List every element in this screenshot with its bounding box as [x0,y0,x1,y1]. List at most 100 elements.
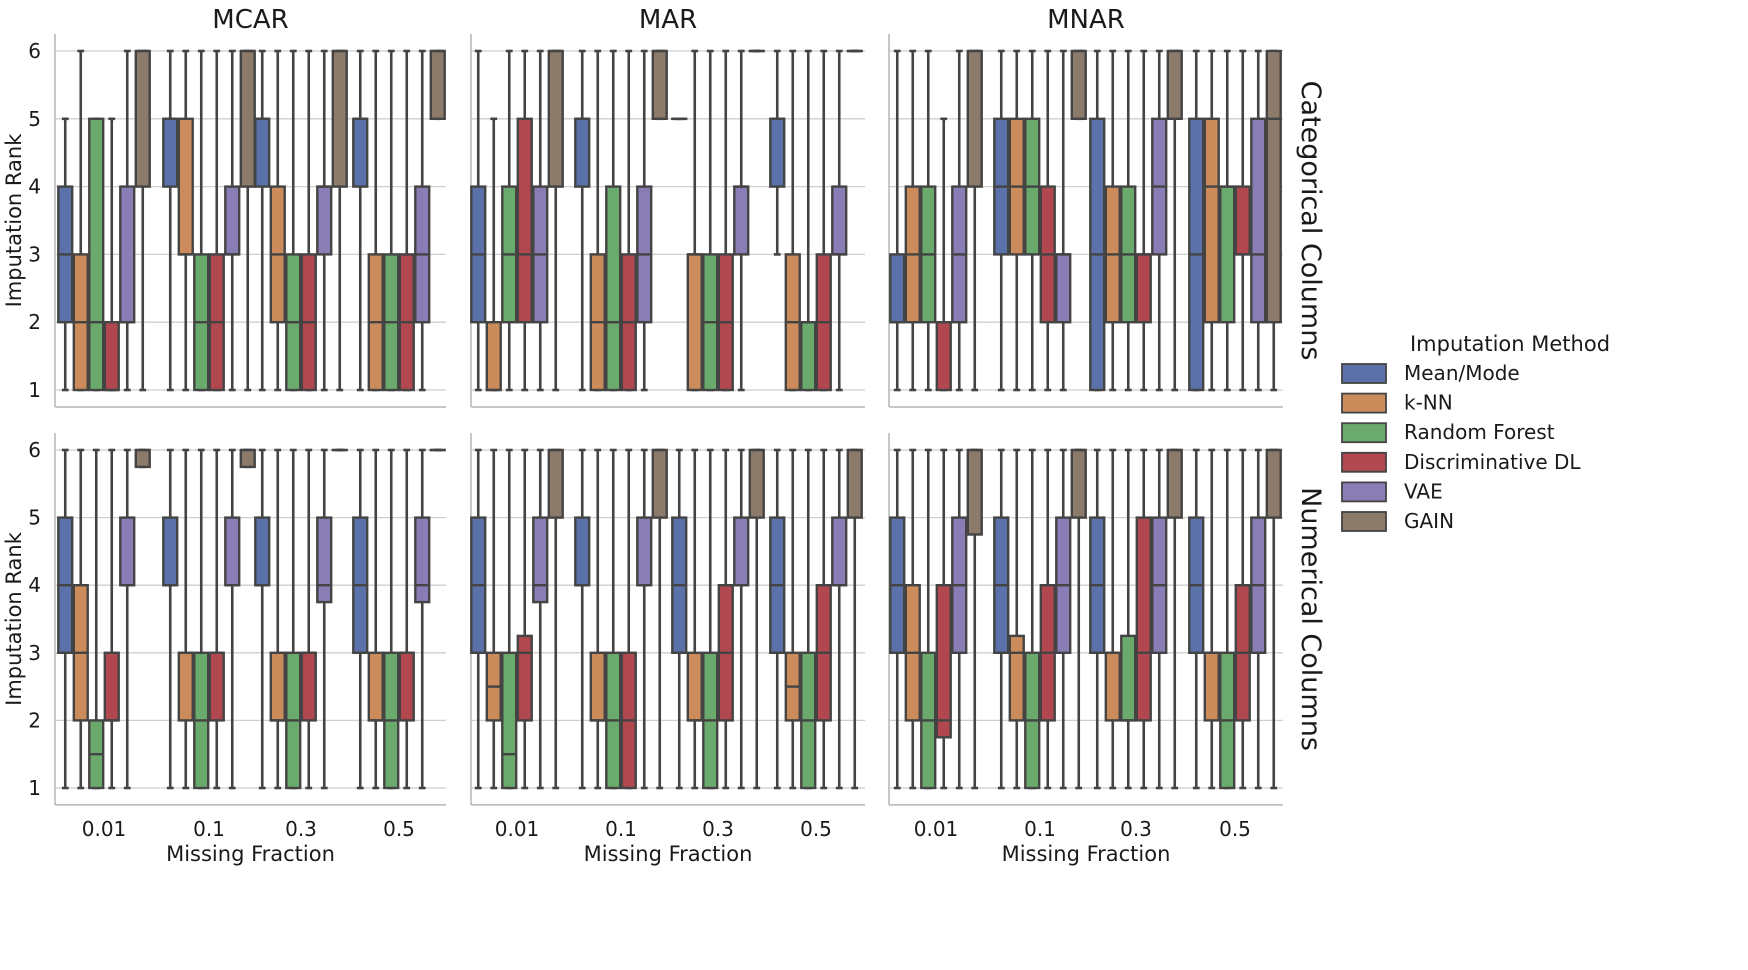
box-k-nn-mcar-categorical-columns-0.1 [179,51,193,390]
box-vae-mar-numerical-columns-0.3 [734,450,748,788]
box-k-nn-mcar-numerical-columns-0.3 [271,450,285,788]
box-mean-mode-mar-categorical-columns-0.1 [575,51,589,390]
x-tick-label: 0.5 [800,817,832,841]
box-random-forest-mnar-categorical-columns-0.3 [1121,51,1135,390]
box-gain-mnar-categorical-columns-0.1 [1072,51,1086,119]
box-body [271,653,285,721]
box-random-forest-mcar-numerical-columns-0.5 [384,450,398,788]
x-tick-label: 0.1 [193,817,225,841]
box-body [734,187,748,255]
box-mean-mode-mar-categorical-columns-0.5 [770,51,784,254]
box-body [575,518,589,586]
y-tick-label: 2 [28,310,41,334]
box-vae-mar-categorical-columns-0.1 [637,51,651,390]
box-mean-mode-mnar-numerical-columns-0.3 [1090,450,1104,788]
box-body [179,653,193,721]
box-body [353,119,367,187]
box-mean-mode-mcar-numerical-columns-0.1 [163,450,177,788]
box-random-forest-mar-numerical-columns-0.1 [606,450,620,788]
box-vae-mnar-numerical-columns-0.5 [1251,450,1265,788]
box-body [968,450,982,535]
box-vae-mcar-numerical-columns-0.1 [225,450,239,788]
box-discriminative-dl-mnar-categorical-columns-0.3 [1137,51,1151,390]
box-k-nn-mnar-numerical-columns-0.1 [1010,450,1024,788]
box-gain-mnar-numerical-columns-0.3 [1168,450,1182,788]
box-k-nn-mcar-categorical-columns-0.01 [74,51,88,390]
box-body [832,187,846,255]
box-gain-mnar-categorical-columns-0.5 [1267,51,1281,390]
box-body [120,518,134,586]
legend-swatch-discriminative-dl [1342,453,1386,472]
box-k-nn-mar-numerical-columns-0.5 [786,450,800,788]
y-tick-label: 1 [28,776,41,800]
box-random-forest-mnar-categorical-columns-0.1 [1025,51,1039,390]
panel-title-mcar: MCAR [212,5,288,35]
box-gain-mnar-categorical-columns-0.01 [968,51,982,390]
legend-swatch-vae [1342,482,1386,501]
box-mean-mode-mar-numerical-columns-0.3 [672,450,686,788]
row-title-categorical-columns: Categorical Columns [1295,81,1326,361]
box-vae-mnar-numerical-columns-0.1 [1056,450,1070,788]
box-gain-mcar-categorical-columns-0.01 [136,51,150,390]
box-discriminative-dl-mcar-numerical-columns-0.01 [105,450,119,788]
y-tick-label: 4 [28,573,41,597]
x-tick-label: 0.3 [285,817,317,841]
box-k-nn-mnar-categorical-columns-0.01 [906,51,920,390]
box-vae-mcar-numerical-columns-0.01 [120,450,134,788]
y-tick-label: 5 [28,107,41,131]
box-body [225,187,239,255]
legend-label-discriminative-dl: Discriminative DL [1404,450,1581,474]
box-body [163,119,177,187]
box-k-nn-mar-categorical-columns-0.3 [688,51,702,390]
y-tick-label: 2 [28,708,41,732]
box-discriminative-dl-mnar-categorical-columns-0.5 [1236,51,1250,390]
box-discriminative-dl-mnar-numerical-columns-0.1 [1041,450,1055,788]
box-body [1168,51,1182,119]
box-vae-mcar-categorical-columns-0.01 [120,51,134,390]
box-body [255,119,269,187]
box-gain-mcar-numerical-columns-0.01 [136,450,150,467]
box-vae-mcar-categorical-columns-0.3 [317,51,331,390]
box-body [1121,636,1135,721]
box-discriminative-dl-mcar-numerical-columns-0.5 [400,450,414,788]
box-random-forest-mnar-numerical-columns-0.1 [1025,450,1039,788]
box-discriminative-dl-mar-categorical-columns-0.01 [518,51,532,390]
box-mean-mode-mar-numerical-columns-0.01 [471,450,485,788]
box-body [688,254,702,390]
box-body [89,119,103,390]
box-discriminative-dl-mar-categorical-columns-0.1 [622,51,636,390]
box-mean-mode-mcar-numerical-columns-0.01 [58,450,72,788]
box-gain-mnar-numerical-columns-0.5 [1267,450,1281,788]
box-k-nn-mnar-categorical-columns-0.1 [1010,51,1024,390]
box-vae-mnar-categorical-columns-0.01 [952,51,966,390]
box-body [241,450,255,467]
box-random-forest-mar-numerical-columns-0.01 [502,450,516,788]
box-body [105,653,119,721]
x-tick-label: 0.01 [82,817,127,841]
box-body [575,119,589,187]
box-random-forest-mcar-numerical-columns-0.3 [286,450,300,788]
box-random-forest-mcar-categorical-columns-0.1 [194,51,208,390]
box-discriminative-dl-mcar-numerical-columns-0.3 [302,450,316,788]
box-body [1236,187,1250,255]
box-body [255,518,269,586]
box-random-forest-mnar-categorical-columns-0.01 [921,51,935,390]
box-mean-mode-mcar-categorical-columns-0.3 [255,51,269,390]
box-k-nn-mar-categorical-columns-0.5 [786,51,800,390]
box-gain-mar-numerical-columns-0.01 [549,450,563,788]
box-gain-mcar-categorical-columns-0.1 [241,51,255,390]
box-mean-mode-mcar-numerical-columns-0.5 [353,450,367,788]
box-discriminative-dl-mar-numerical-columns-0.1 [622,450,636,788]
box-body [688,653,702,721]
y-tick-label: 6 [28,39,41,63]
box-vae-mnar-numerical-columns-0.01 [952,450,966,788]
box-body [1010,636,1024,721]
box-body [136,51,150,187]
box-random-forest-mar-numerical-columns-0.5 [801,450,815,788]
box-body [549,51,563,187]
panel-title-mnar: MNAR [1047,5,1125,35]
x-tick-label: 0.1 [1024,817,1056,841]
box-random-forest-mnar-categorical-columns-0.5 [1220,51,1234,390]
box-vae-mcar-numerical-columns-0.5 [415,450,429,788]
box-body [317,187,331,255]
